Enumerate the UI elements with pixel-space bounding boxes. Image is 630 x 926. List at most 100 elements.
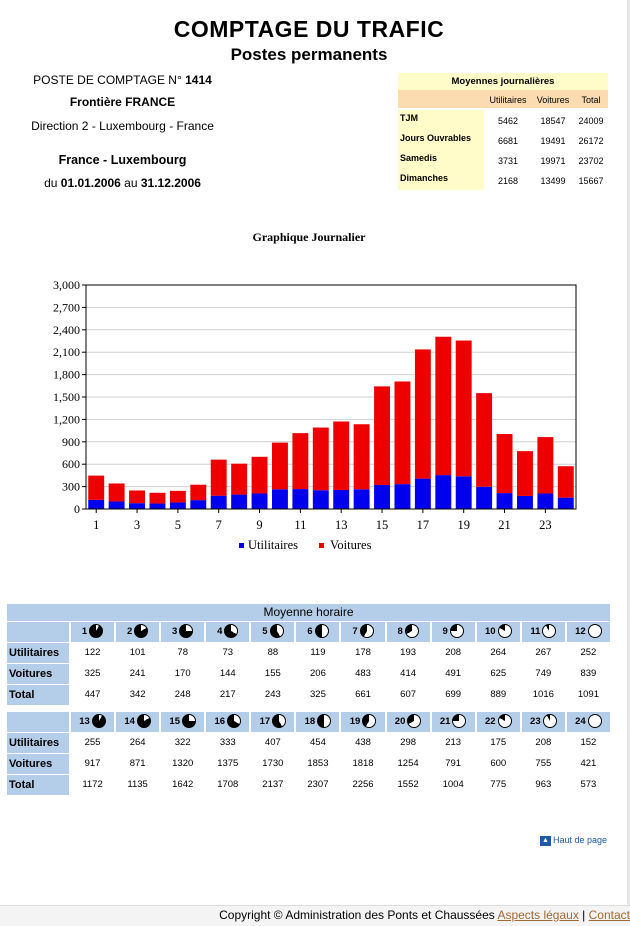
hour-header: 23	[521, 712, 565, 732]
hourly-value-voitures: 1818	[341, 754, 385, 774]
contact-link[interactable]: Contact	[588, 908, 630, 922]
hourly-value-utilitaires: 298	[386, 733, 430, 753]
avg-cell: 5462	[497, 116, 519, 126]
clock-pie-icon	[542, 714, 557, 729]
direction-label: Direction 2 - Luxembourg - France	[31, 119, 214, 133]
x-tick-label: 17	[417, 518, 430, 532]
bar-voitures	[312, 427, 329, 491]
hourly-value-total: 217	[206, 685, 250, 705]
period-start: 01.01.2006	[60, 176, 121, 190]
y-tick-label: 1,200	[53, 412, 80, 426]
hourly-value-total: 1135	[116, 775, 160, 795]
bar-utilitaires	[414, 478, 431, 509]
y-tick-label: 1,500	[53, 390, 80, 404]
copyright-text: Copyright © Administration des Ponts et …	[219, 908, 495, 922]
avg-cell: 13499	[540, 176, 566, 186]
hour-number: 22	[484, 716, 496, 727]
bar-utilitaires	[516, 495, 533, 509]
hour-header: 20	[386, 712, 430, 732]
x-tick-label: 1	[93, 518, 99, 532]
hour-header: 15	[161, 712, 205, 732]
hourly-value-utilitaires: 264	[116, 733, 160, 753]
avg-row-label: Dimanches	[398, 170, 484, 190]
clock-pie-icon	[314, 624, 329, 639]
hourly-value-utilitaires: 193	[386, 643, 430, 663]
back-to-top-label: Haut de page	[553, 835, 608, 845]
hour-header: 18	[296, 712, 340, 732]
hourly-value-voitures: 206	[296, 664, 340, 684]
bar-voitures	[149, 492, 166, 504]
y-tick-label: 1,800	[53, 368, 80, 382]
hourly-table-title: Moyenne horaire	[7, 604, 610, 621]
back-to-top-link[interactable]: ▲ Haut de page	[540, 835, 607, 846]
hourly-value-voitures: 491	[431, 664, 475, 684]
hour-number: 14	[124, 716, 135, 727]
hourly-value-voitures: 144	[206, 664, 250, 684]
hourly-value-voitures: 1853	[296, 754, 340, 774]
hour-number: 11	[530, 626, 541, 637]
period-du: du	[44, 176, 58, 190]
route-label: France - Luxembourg	[58, 153, 187, 167]
hourly-value-total: 1552	[386, 775, 430, 795]
bar-voitures	[231, 463, 248, 495]
hourly-value-utilitaires: 152	[566, 733, 610, 753]
hourly-value-utilitaires: 252	[566, 643, 610, 663]
hourly-value-total: 1642	[161, 775, 205, 795]
avg-cell: 2168	[497, 176, 519, 186]
hourly-value-utilitaires: 438	[341, 733, 385, 753]
hourly-value-total: 661	[341, 685, 385, 705]
avg-cell: 24009	[578, 116, 604, 126]
y-tick-label: 2,700	[53, 300, 80, 314]
legend-label-utilitaires: Utilitaires	[248, 538, 298, 552]
bar-voitures	[394, 381, 411, 485]
hour-number: 13	[79, 716, 90, 727]
hour-number: 17	[259, 716, 271, 727]
col-utilitaires: Utilitaires	[489, 95, 527, 105]
hour-header: 12	[566, 622, 610, 642]
hourly-value-voitures: 600	[476, 754, 520, 774]
hourly-value-utilitaires: 175	[476, 733, 520, 753]
clock-pie-icon	[89, 624, 104, 639]
avg-row-dimanches: Dimanches 2168 13499 15667	[398, 170, 608, 190]
avg-cell: 19491	[540, 136, 566, 146]
clock-pie-icon	[404, 624, 419, 639]
col-voitures: Voitures	[536, 95, 570, 105]
hourly-value-total: 1004	[431, 775, 475, 795]
bar-voitures	[129, 490, 146, 504]
hourly-value-utilitaires: 267	[521, 643, 565, 663]
hour-number: 6	[307, 626, 313, 637]
hour-header: 9	[431, 622, 475, 642]
x-tick-label: 23	[539, 518, 552, 532]
hourly-value-total: 342	[116, 685, 160, 705]
window-edge	[627, 0, 630, 925]
hour-header: 17	[251, 712, 295, 732]
bar-utilitaires	[374, 484, 391, 509]
legal-link[interactable]: Aspects légaux	[497, 908, 579, 922]
bar-voitures	[333, 421, 350, 490]
bar-voitures	[88, 475, 105, 500]
hourly-value-total: 1172	[71, 775, 115, 795]
avg-row-samedis: Samedis 3731 19971 23702	[398, 150, 608, 170]
avg-cell: 15667	[578, 176, 604, 186]
bar-utilitaires	[394, 484, 411, 509]
hour-header: 11	[521, 622, 565, 642]
poste-line: POSTE DE COMPTAGE N° 1414	[0, 73, 245, 87]
bar-voitures	[353, 424, 370, 490]
footer-bar	[0, 905, 630, 926]
hour-number: 15	[169, 716, 180, 727]
hourly-value-utilitaires: 213	[431, 733, 475, 753]
y-tick-label: 2,100	[53, 345, 80, 359]
hour-number: 23	[530, 716, 541, 727]
frontiere-label: Frontière FRANCE	[69, 95, 176, 109]
avg-cell: 19971	[540, 156, 566, 166]
bar-utilitaires	[271, 489, 288, 509]
bar-utilitaires	[251, 493, 268, 509]
clock-pie-icon	[91, 714, 106, 729]
footer-separator: |	[582, 908, 586, 922]
hour-number: 2	[126, 626, 133, 637]
avg-row-label: Samedis	[398, 150, 484, 170]
hour-header: 21	[431, 712, 475, 732]
y-tick-label: 600	[62, 457, 80, 471]
hour-number: 9	[442, 626, 448, 637]
hour-header: 24	[566, 712, 610, 732]
